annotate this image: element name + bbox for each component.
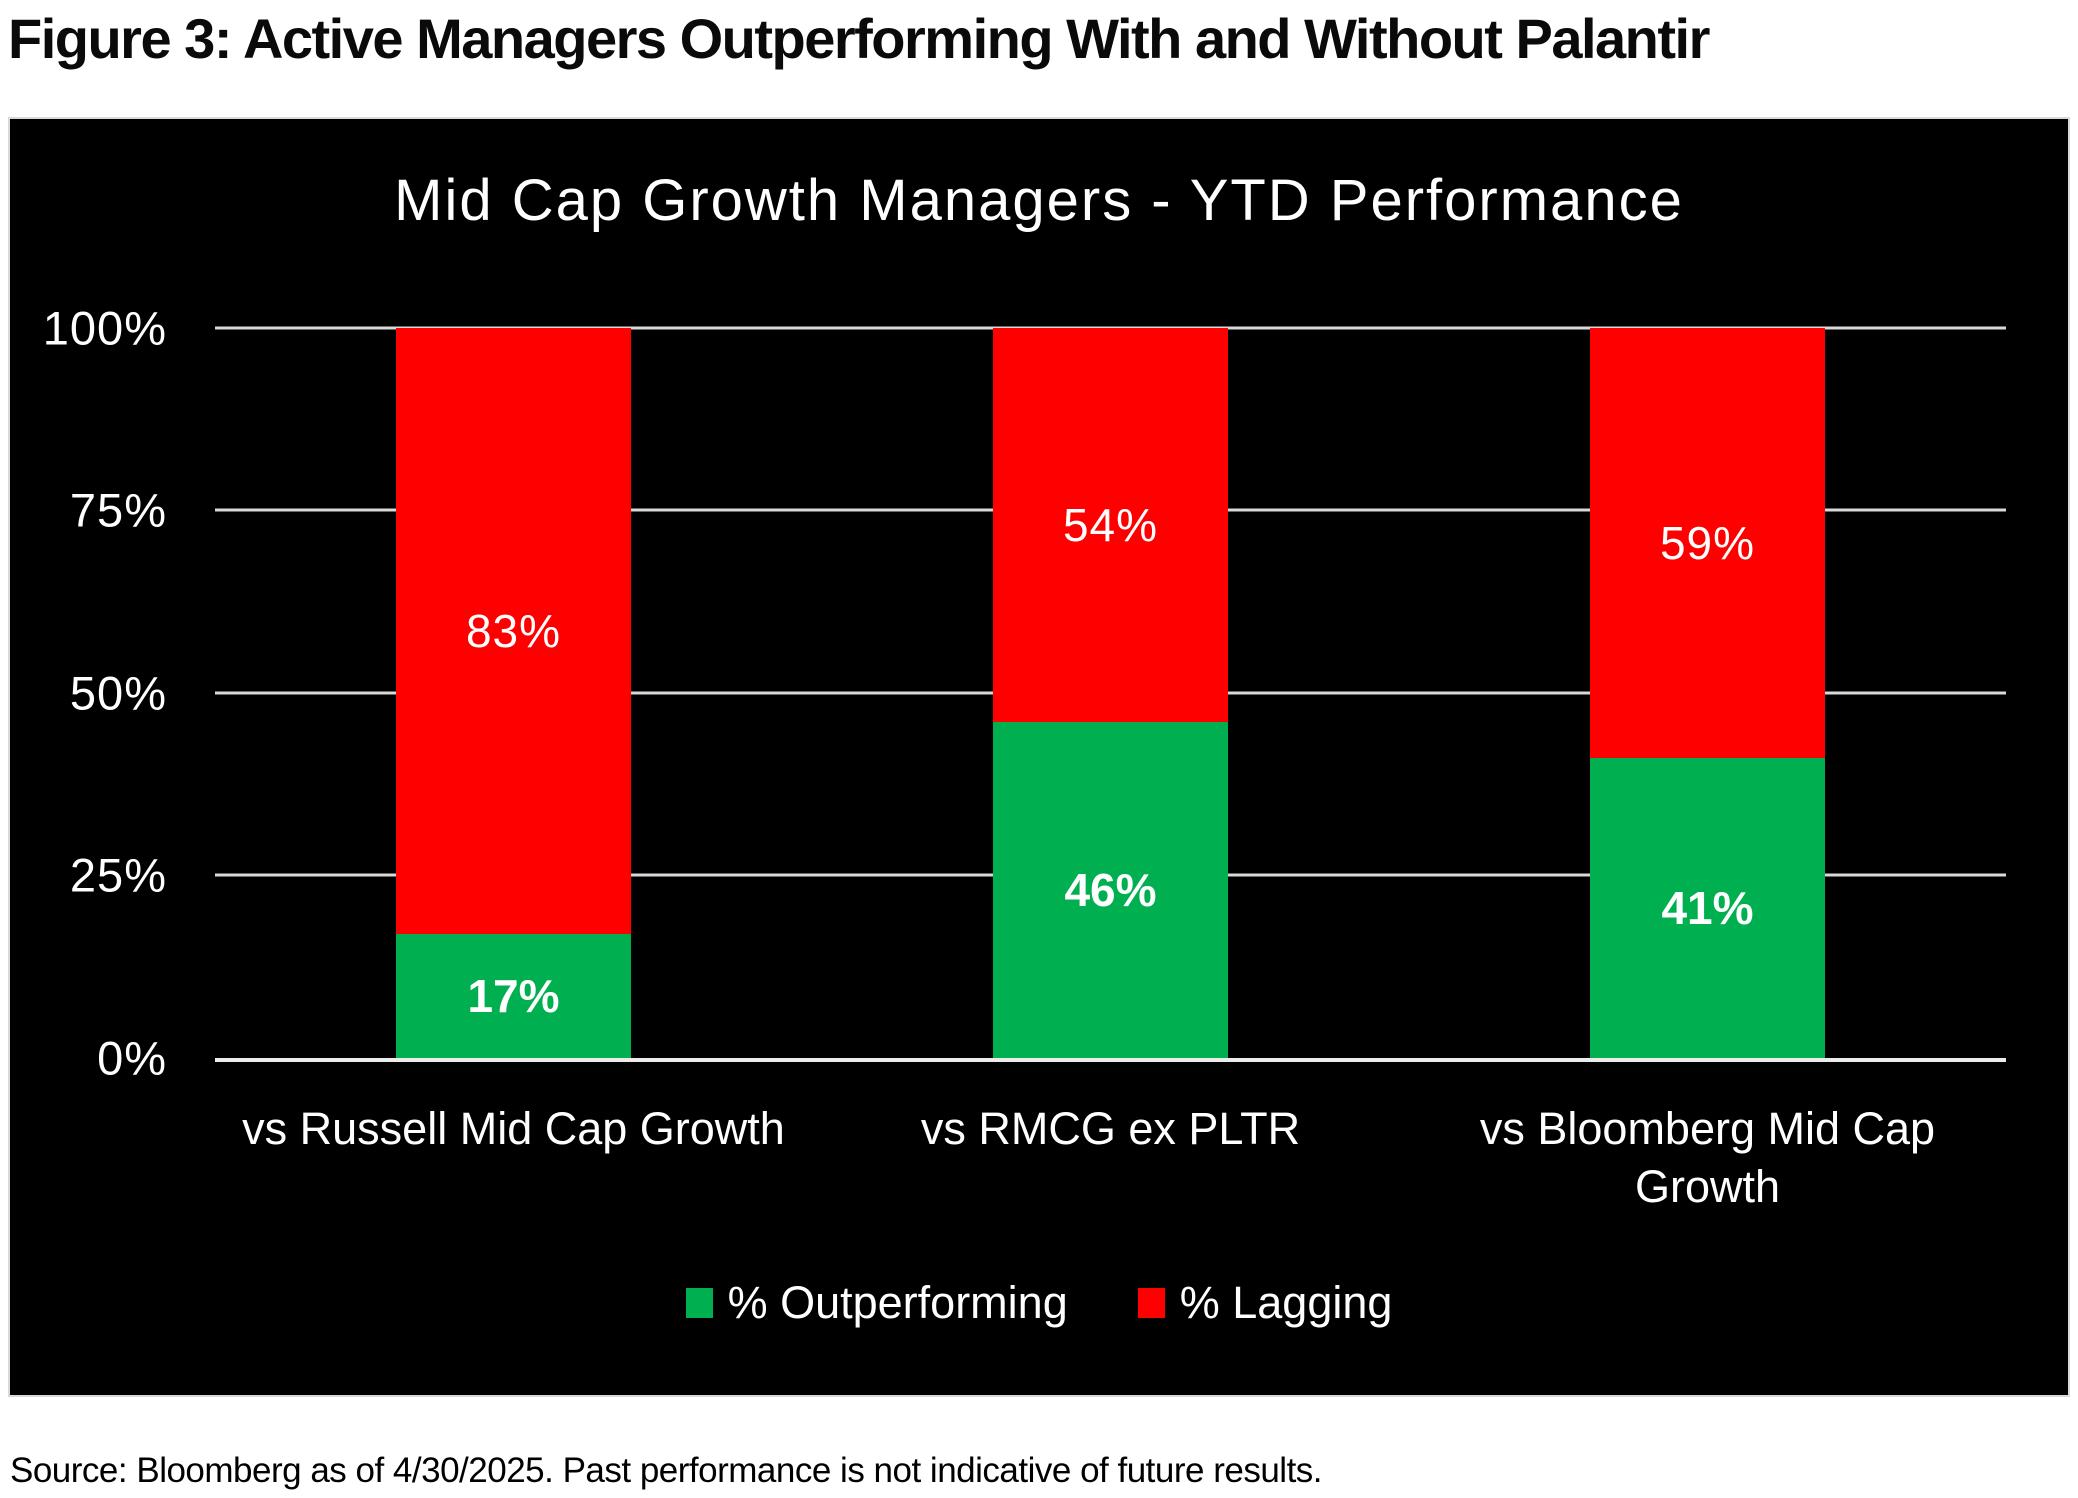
bar-1: 83% 17% [395,327,632,1058]
y-tick-50: 50% [69,666,167,720]
bar-3: 59% 41% [1589,327,1826,1058]
category-label-3: vs Bloomberg Mid Cap Growth [1479,1102,1936,1213]
source-note: Source: Bloomberg as of 4/30/2025. Past … [10,1450,1323,1490]
chart-title: Mid Cap Growth Managers - YTD Performanc… [394,167,1684,233]
bar-segment-outperforming: 46% [992,721,1229,1058]
y-tick-25: 25% [69,848,167,902]
legend-swatch-lagging [1137,1287,1165,1318]
y-tick-0: 0% [97,1031,167,1085]
chart-legend: % Outperforming % Lagging [10,1277,2068,1329]
data-label-outperforming: 41% [1661,882,1754,935]
legend-label-lagging: % Lagging [1179,1276,1393,1328]
legend-label-outperforming: % Outperforming [727,1276,1068,1328]
chart-frame: Mid Cap Growth Managers - YTD Performanc… [8,116,2070,1397]
gridline-0 [215,1057,2006,1062]
category-label-2: vs RMCG ex PLTR [920,1102,1301,1154]
bar-2: 54% 46% [992,327,1229,1058]
bar-segment-outperforming: 41% [1589,758,1826,1058]
legend-item-lagging: % Lagging [1137,1276,1393,1329]
bar-segment-lagging: 59% [1589,327,1826,759]
legend-item-outperforming: % Outperforming [685,1276,1068,1329]
y-tick-100: 100% [42,301,167,355]
bar-segment-lagging: 83% [395,327,632,934]
plot-area: 0% 25% 50% 75% 100% 83% 17% vs Russell Mid Cap … [43,301,2006,1212]
bar-segment-outperforming: 17% [395,933,632,1058]
data-label-outperforming: 46% [1064,863,1157,916]
legend-swatch-outperforming [685,1287,713,1318]
y-tick-75: 75% [69,483,167,537]
category-label-1: vs Russell Mid Cap Growth [242,1102,785,1154]
data-label-lagging: 59% [1659,517,1756,570]
data-label-outperforming: 17% [467,969,560,1022]
bar-segment-lagging: 54% [992,327,1229,722]
data-label-lagging: 54% [1062,498,1159,551]
data-label-lagging: 83% [465,604,562,657]
figure-title: Figure 3: Active Managers Outperforming … [8,7,1710,70]
